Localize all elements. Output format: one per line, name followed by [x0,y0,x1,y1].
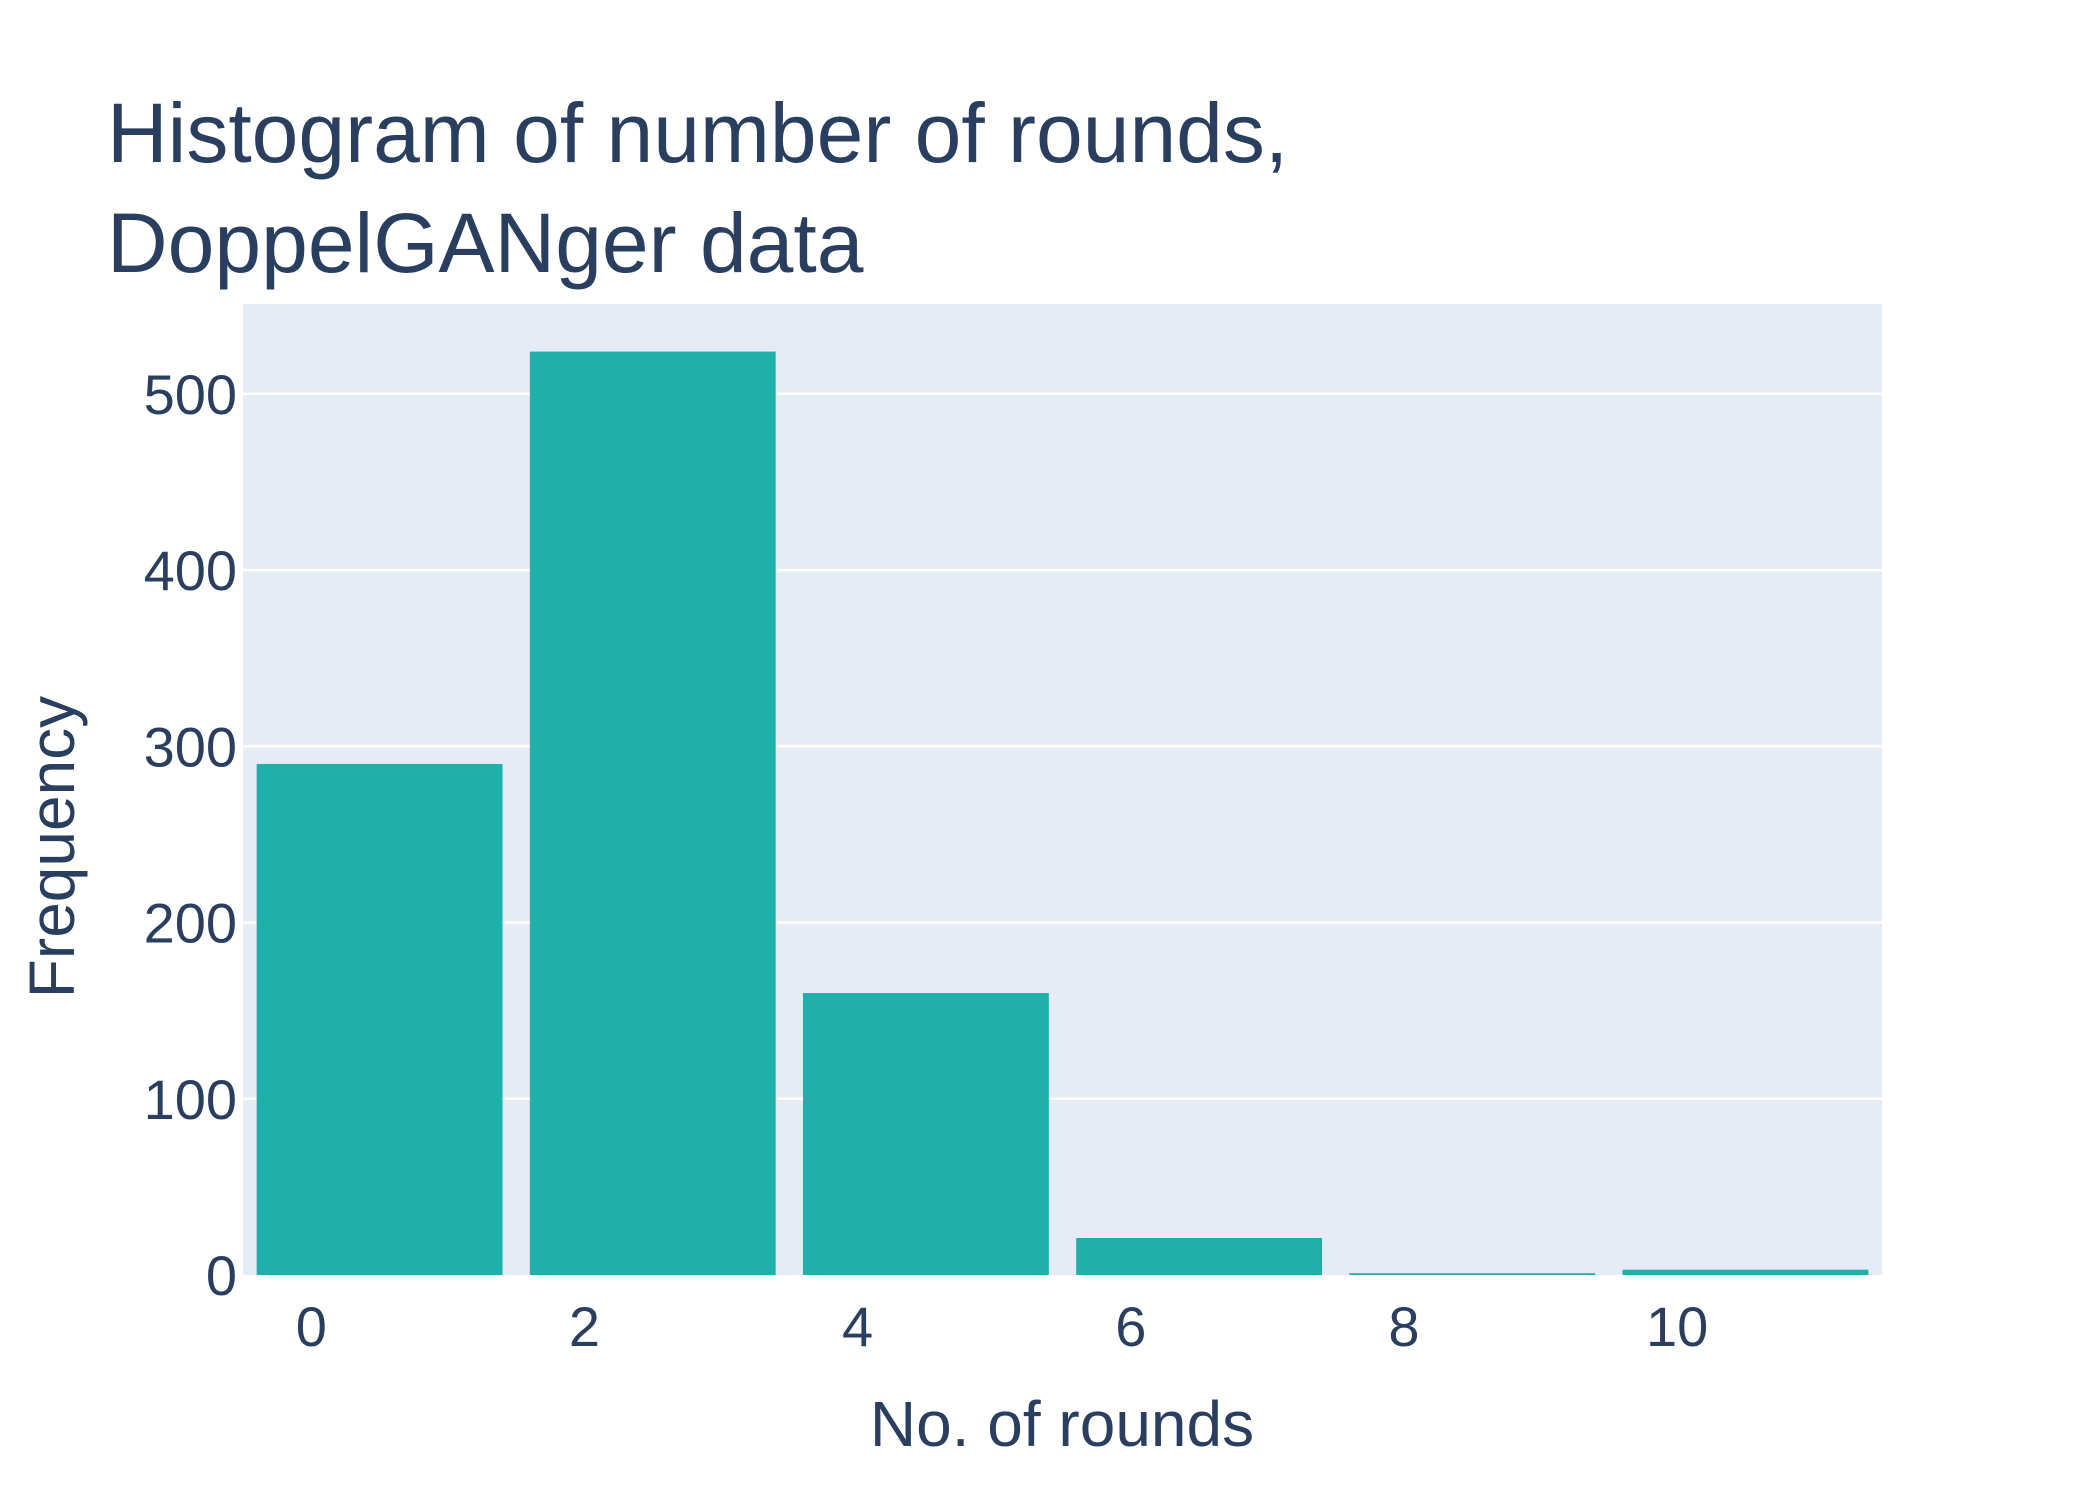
x-tick-label-10: 10 [1646,1295,1708,1358]
x-tick-label-0: 0 [296,1295,327,1358]
bar-bin-6-8 [1076,1237,1323,1275]
x-tick-label-4: 4 [842,1295,873,1358]
y-tick-label-500: 500 [144,363,237,426]
bar-bin-10-12 [1622,1269,1869,1275]
x-axis-label: No. of rounds [870,1388,1254,1460]
plot-area [243,304,1882,1275]
y-tick-label-300: 300 [144,715,237,778]
y-tick-label-0: 0 [206,1244,237,1307]
y-axis-label: Frequency [16,696,88,998]
y-tick-label-200: 200 [144,892,237,955]
gridlines [243,392,1882,1101]
bar-bin-4-6 [802,993,1049,1275]
y-tick-label-100: 100 [144,1068,237,1131]
bar-bin-8-10 [1349,1273,1596,1275]
bars [256,351,1869,1275]
y-tick-labels: 0 100 200 300 400 500 [144,363,237,1307]
bar-bin-2-4 [529,351,776,1275]
bar-bin-0-2 [256,763,503,1275]
x-tick-labels: 0 2 4 6 8 10 [296,1295,1709,1358]
chart-title: Histogram of number of rounds, DoppelGAN… [107,78,1807,298]
x-tick-label-6: 6 [1115,1295,1146,1358]
chart-title-line-1: Histogram of number of rounds, [107,86,1289,180]
x-tick-label-2: 2 [569,1295,600,1358]
x-tick-label-8: 8 [1388,1295,1419,1358]
y-tick-label-400: 400 [144,539,237,602]
chart-title-line-2: DoppelGANger data [107,196,864,290]
